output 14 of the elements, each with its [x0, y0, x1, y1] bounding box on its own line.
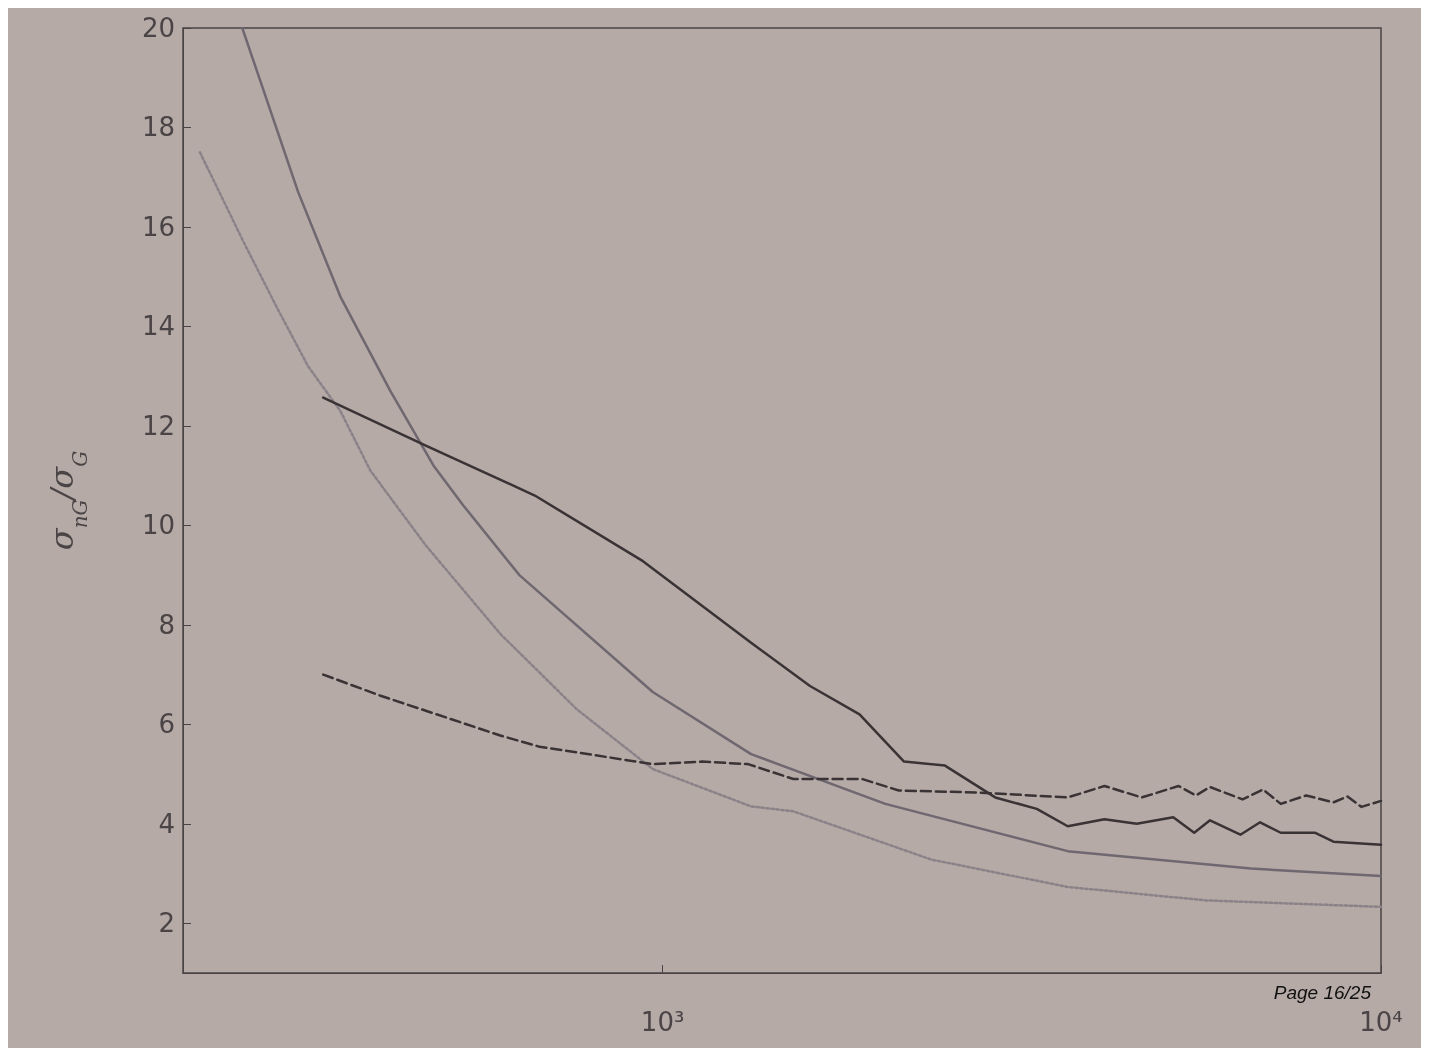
y-tick-label: 20 — [141, 13, 175, 43]
y-tick-label: 12 — [141, 410, 175, 441]
y-tick-label: 16 — [141, 211, 175, 242]
y-tick-label: 4 — [158, 808, 175, 839]
y-axis-title: σnG/σG — [43, 450, 92, 551]
y-tick-label: 2 — [158, 908, 175, 939]
y-tick-label: 8 — [158, 609, 175, 640]
y-tick-label: 14 — [141, 311, 175, 342]
y-tick-label: 10 — [141, 510, 175, 541]
text: Page 16/25 — [1273, 982, 1372, 1003]
x-tick-label: 10³ — [640, 1007, 685, 1037]
y-tick-label: 18 — [141, 112, 175, 143]
x-tick-label: 10⁴ — [1359, 1007, 1403, 1037]
y-tick-label: 6 — [158, 709, 175, 740]
